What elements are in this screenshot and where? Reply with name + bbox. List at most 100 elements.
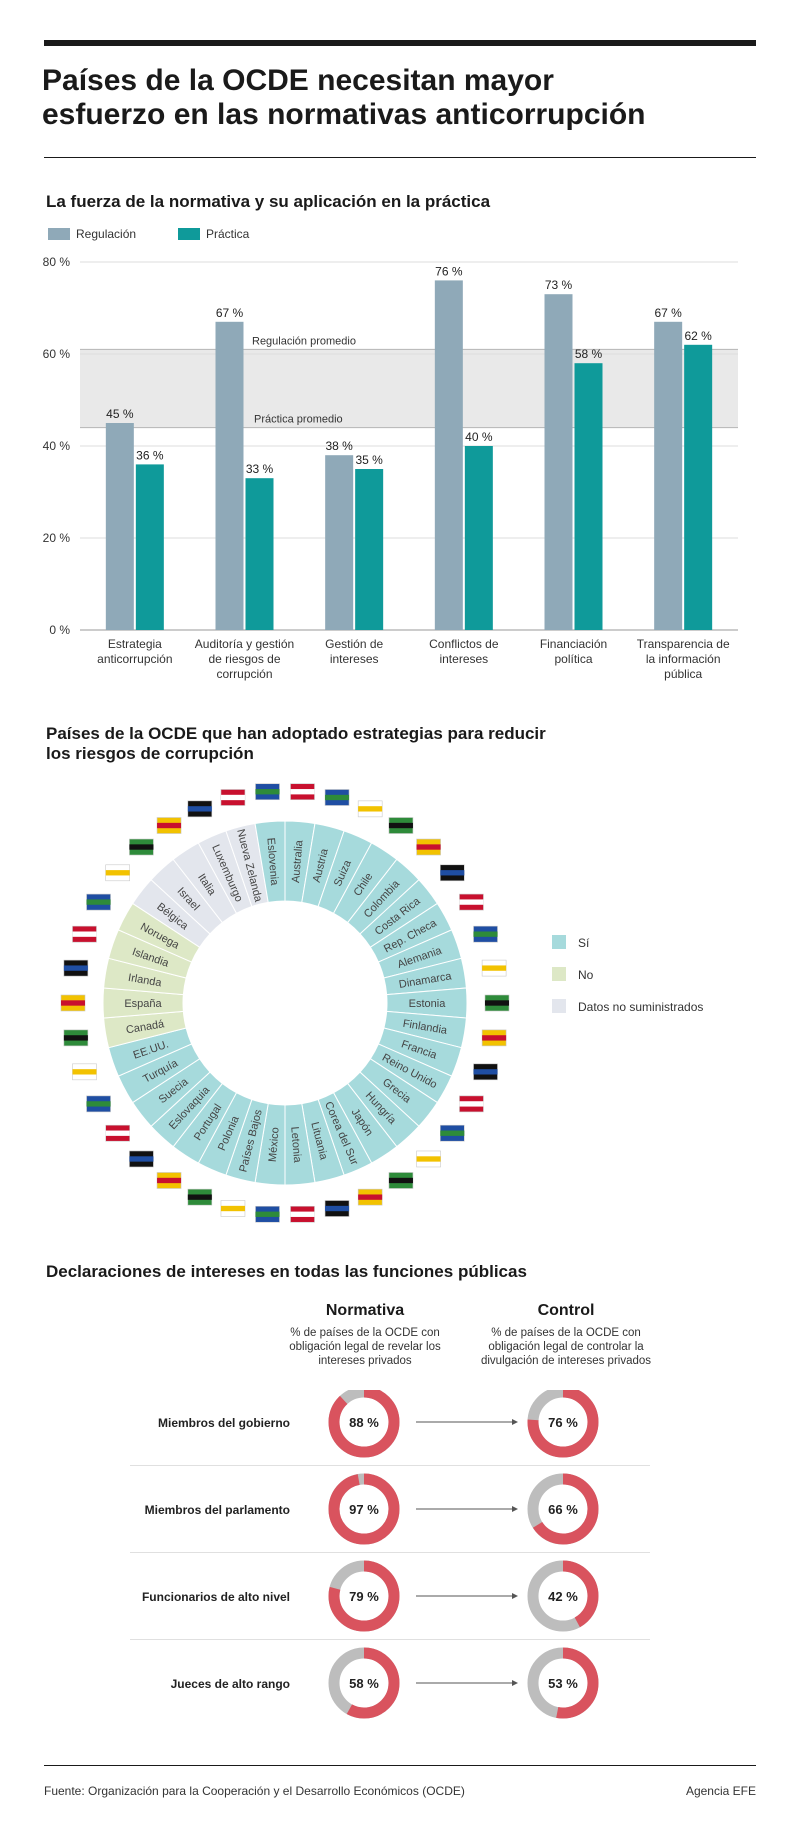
flag-icon — [459, 1095, 484, 1113]
row-label: Funcionarios de alto nivel — [142, 1590, 290, 1604]
declarations-donut-chart: Miembros del gobierno 88 % 76 % Miembros de… — [130, 1390, 650, 1719]
y-tick-label: 80 % — [43, 255, 71, 269]
bar-regulacion — [105, 423, 134, 630]
col-control-header: Control % de países de la OCDE con oblig… — [466, 1302, 666, 1368]
bar-chart-heading: La fuerza de la normativa y su aplicació… — [46, 192, 491, 211]
flag-icon — [481, 959, 507, 977]
x-category-label: Auditoría y gestión — [195, 637, 294, 651]
arrow-head-icon — [512, 1593, 518, 1599]
bar-practica — [135, 464, 164, 630]
x-category-label: anticorrupción — [97, 652, 172, 666]
flag-icon — [357, 1188, 383, 1206]
flag-icon — [105, 1124, 131, 1142]
average-band — [80, 349, 738, 428]
flag-icon — [63, 959, 89, 977]
arrow-head-icon — [512, 1506, 518, 1512]
col-normativa-desc-line2: obligación legal de revelar los — [289, 1341, 441, 1353]
x-category-label: Conflictos de — [429, 637, 499, 651]
bar-practica — [684, 344, 713, 630]
donut-value-label: 66 % — [548, 1502, 578, 1517]
top-bar — [44, 40, 756, 46]
bar-value-label: 36 % — [136, 448, 164, 462]
donut-value-arc — [527, 1560, 599, 1632]
donut-ring-heading: Países de la OCDE que han adoptado estra… — [46, 724, 546, 764]
donut-value-arc — [328, 1647, 400, 1719]
bar-practica — [464, 446, 493, 630]
ring-legend-swatch-nd — [552, 999, 566, 1013]
declarations-heading: Declaraciones de intereses en todas las … — [46, 1262, 527, 1281]
bar-value-label: 33 % — [246, 462, 274, 476]
ring-legend-label-no: No — [578, 968, 594, 982]
reference-line-label: Práctica promedio — [254, 414, 343, 426]
ring-segment — [254, 820, 286, 903]
title-rule — [44, 157, 756, 158]
flag-icon — [473, 1063, 498, 1081]
col-control-desc-line2: obligación legal de controlar la — [488, 1341, 644, 1353]
flag-icon — [324, 789, 350, 806]
legend-practica: Práctica — [178, 224, 249, 244]
bar-value-label: 76 % — [435, 264, 463, 278]
col-control-desc-line3: divulgación de intereses privados — [480, 1355, 652, 1367]
ring-legend-swatch-no — [552, 967, 566, 981]
donut-value-label: 88 % — [349, 1415, 379, 1430]
flag-icon — [86, 893, 111, 911]
donut-value-label: 97 % — [349, 1502, 379, 1517]
source-note: Fuente: Organización para la Cooperación… — [44, 1784, 465, 1798]
flag-icon — [60, 994, 86, 1012]
x-category-label: de riesgos de — [208, 652, 280, 666]
flag-icon — [439, 864, 465, 882]
credit-note: Agencia EFE — [685, 1784, 756, 1798]
footer-rule — [44, 1765, 756, 1766]
x-category-label: Transparencia de — [637, 637, 730, 651]
donut-value-arc — [328, 1473, 400, 1545]
donut: 79 % — [328, 1560, 400, 1632]
donut-value-label: 58 % — [349, 1676, 379, 1691]
bar-value-label: 40 % — [465, 430, 493, 444]
flag-icon — [290, 1205, 315, 1223]
donut-value-arc — [527, 1473, 599, 1545]
arrow-head-icon — [512, 1680, 518, 1686]
y-tick-label: 40 % — [43, 439, 71, 453]
bar-practica — [355, 469, 384, 630]
country-label: Letonia — [288, 1126, 303, 1164]
flag-icon — [416, 838, 441, 856]
page-title-line2: esfuerzo en las normativas anticorrupció… — [42, 98, 646, 131]
bar-value-label: 67 % — [216, 306, 244, 320]
flag-icon — [255, 1205, 280, 1223]
flag-icon — [72, 925, 97, 943]
flag-icon — [484, 994, 510, 1012]
country-label: México — [267, 1127, 282, 1163]
donut-value-arc — [328, 1390, 400, 1458]
bar-practica — [245, 478, 274, 630]
flag-icon — [220, 789, 246, 806]
flag-icon — [187, 1188, 213, 1206]
x-category-label: pública — [664, 667, 702, 681]
donut-ring-heading-line1: Países de la OCDE que han adoptado estra… — [46, 724, 546, 743]
ring-legend-label-si: Sí — [578, 936, 590, 950]
flag-icon — [187, 800, 213, 818]
flag-icon — [357, 800, 383, 818]
donut: 42 % — [527, 1560, 599, 1632]
y-tick-label: 20 % — [43, 531, 71, 545]
x-category-label: intereses — [439, 652, 488, 666]
flag-icon — [439, 1124, 465, 1142]
bar-value-label: 58 % — [575, 347, 603, 361]
col-control-desc: % de países de la OCDE con obligación le… — [466, 1326, 666, 1368]
y-tick-label: 60 % — [43, 347, 71, 361]
bar-chart: 0 % 20 % 40 % 60 % 80 % Regulación promedio Pr… — [43, 255, 738, 681]
col-normativa-header: Normativa % de países de la OCDE con obl… — [265, 1302, 465, 1368]
flag-icon — [481, 1029, 507, 1047]
bar-value-label: 73 % — [545, 278, 573, 292]
donut: 66 % — [527, 1473, 599, 1545]
x-category-label: Gestión de — [325, 637, 383, 651]
row-label: Miembros del gobierno — [158, 1416, 290, 1430]
legend-swatch-practica — [178, 228, 200, 240]
arrow-head-icon — [512, 1419, 518, 1425]
flag-icon — [156, 817, 182, 834]
flag-icon — [220, 1200, 246, 1217]
flag-icon — [473, 925, 498, 943]
col-normativa-desc: % de países de la OCDE con obligación le… — [265, 1326, 465, 1368]
legend-label-practica: Práctica — [206, 227, 250, 241]
ring-legend-swatch-si — [552, 935, 566, 949]
donut-value-label: 53 % — [548, 1676, 578, 1691]
